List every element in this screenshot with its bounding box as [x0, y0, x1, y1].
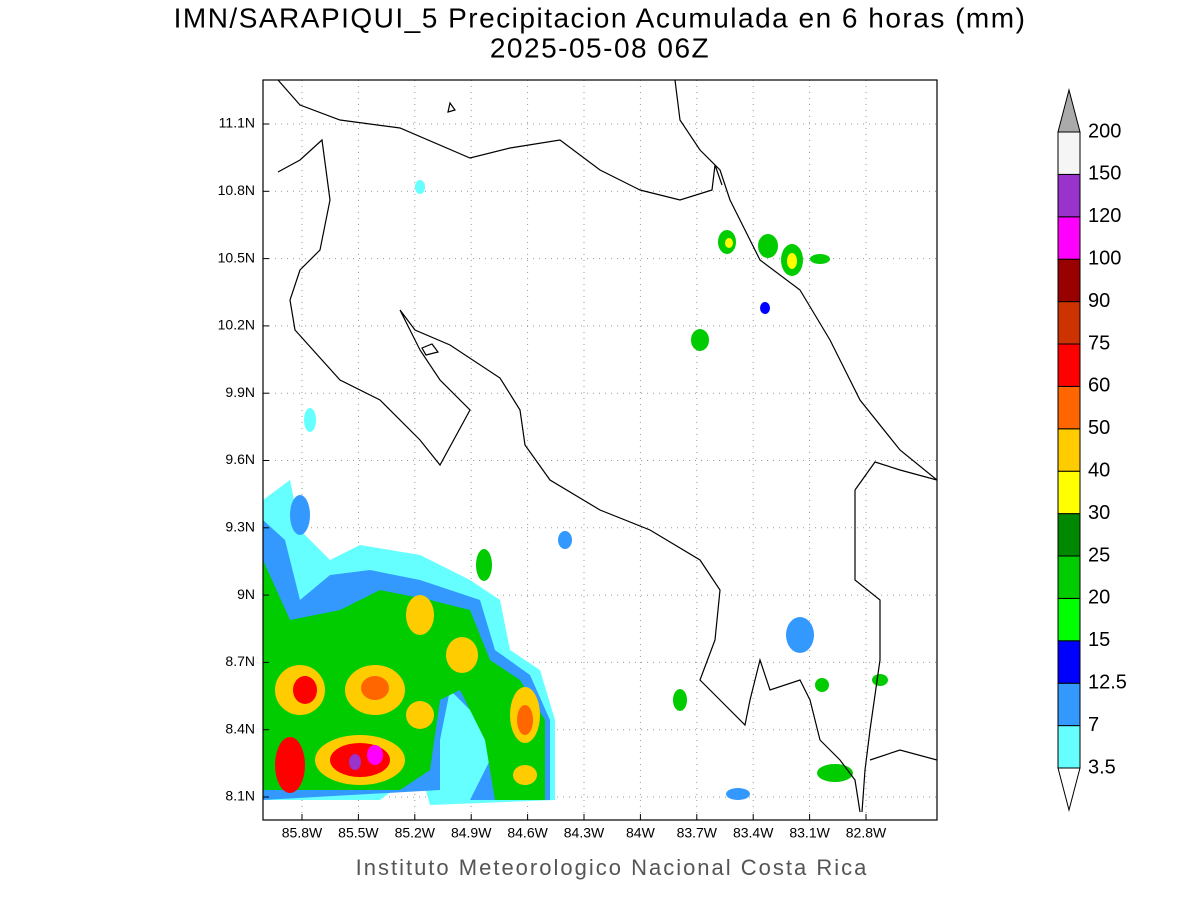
lon-tick-label: 84.9W [451, 825, 492, 841]
colorbar-under [1057, 767, 1081, 812]
colorbar-label: 120 [1088, 205, 1121, 227]
lon-tick-label: 83.4W [733, 825, 774, 841]
colorbar-label: 25 [1088, 544, 1110, 566]
colorbar-label: 20 [1088, 587, 1110, 609]
colorbar-label: 3.5 [1088, 756, 1116, 778]
colorbar-swatch [1057, 385, 1081, 430]
colorbar-label: 75 [1088, 332, 1110, 354]
lat-tick-label: 8.1N [225, 788, 255, 804]
colorbar-label: 50 [1088, 417, 1110, 439]
colorbar-label: 60 [1088, 375, 1110, 397]
lon-tick-label: 85.5W [338, 825, 379, 841]
colorbar-swatch [1057, 682, 1081, 727]
lon-tick-label: 84.6W [507, 825, 548, 841]
lat-tick-label: 10.8N [218, 182, 255, 198]
lon-tick-label: 84W [626, 825, 656, 841]
map-frame [262, 79, 938, 821]
lat-tick-label: 11.1N [219, 115, 255, 131]
lon-tick-label: 83.7W [677, 825, 718, 841]
coastline [277, 80, 937, 813]
colorbar-swatch [1057, 343, 1081, 387]
colorbar-label: 7 [1088, 714, 1099, 736]
colorbar-label: 40 [1088, 459, 1110, 481]
colorbar-label: 100 [1088, 247, 1121, 269]
axes: 85.8W 85.5W 85.2W 84.9W 84.6W 84.3W 84W 83.7W 83… [218, 115, 887, 841]
colorbar-swatch [1057, 513, 1081, 557]
lon-tick-label: 85.8W [282, 825, 323, 841]
colorbar-swatch [1057, 428, 1081, 472]
lon-tick-label: 84.3W [564, 825, 605, 841]
lat-tick-label: 8.7N [225, 653, 255, 669]
colorbar: 3.5 7 12.5 15 20 25 30 40 50 60 75 90 100 120 150 200 [1057, 88, 1127, 812]
colorbar-swatch [1057, 555, 1081, 599]
lat-tick-label: 9.9N [225, 384, 255, 400]
colorbar-label: 200 [1088, 120, 1121, 142]
colorbar-swatch [1057, 725, 1081, 769]
lat-tick-label: 8.4N [225, 720, 255, 736]
colorbar-label: 90 [1088, 290, 1110, 312]
credit: Instituto Meteorologico Nacional Costa R… [356, 855, 869, 880]
colorbar-swatch [1057, 131, 1081, 175]
colorbar-swatch [1057, 640, 1081, 684]
grid [263, 80, 937, 820]
lat-tick-label: 9.3N [225, 519, 255, 535]
subtitle: 2025-05-08 06Z [490, 32, 710, 63]
colorbar-label: 15 [1088, 629, 1110, 651]
lat-tick-label: 10.2N [218, 317, 255, 333]
lon-tick-label: 85.2W [395, 825, 436, 841]
colorbar-label: 12.5 [1088, 671, 1127, 693]
colorbar-swatch [1057, 173, 1081, 218]
colorbar-label: 150 [1088, 163, 1121, 185]
lon-tick-label: 82.8W [846, 825, 887, 841]
precipitation [263, 180, 888, 805]
lat-tick-label: 9N [237, 586, 255, 602]
title: IMN/SARAPIQUI_5 Precipitacion Acumulada … [174, 2, 1027, 33]
colorbar-swatch [1057, 216, 1081, 260]
lon-tick-label: 83.1W [789, 825, 830, 841]
colorbar-over [1057, 88, 1081, 133]
colorbar-swatch [1057, 301, 1081, 345]
lat-tick-label: 10.5N [218, 249, 255, 265]
colorbar-swatch [1057, 597, 1081, 642]
colorbar-swatch [1057, 258, 1081, 303]
colorbar-swatch [1057, 470, 1081, 515]
colorbar-label: 30 [1088, 502, 1110, 524]
lat-tick-label: 9.6N [225, 451, 255, 467]
